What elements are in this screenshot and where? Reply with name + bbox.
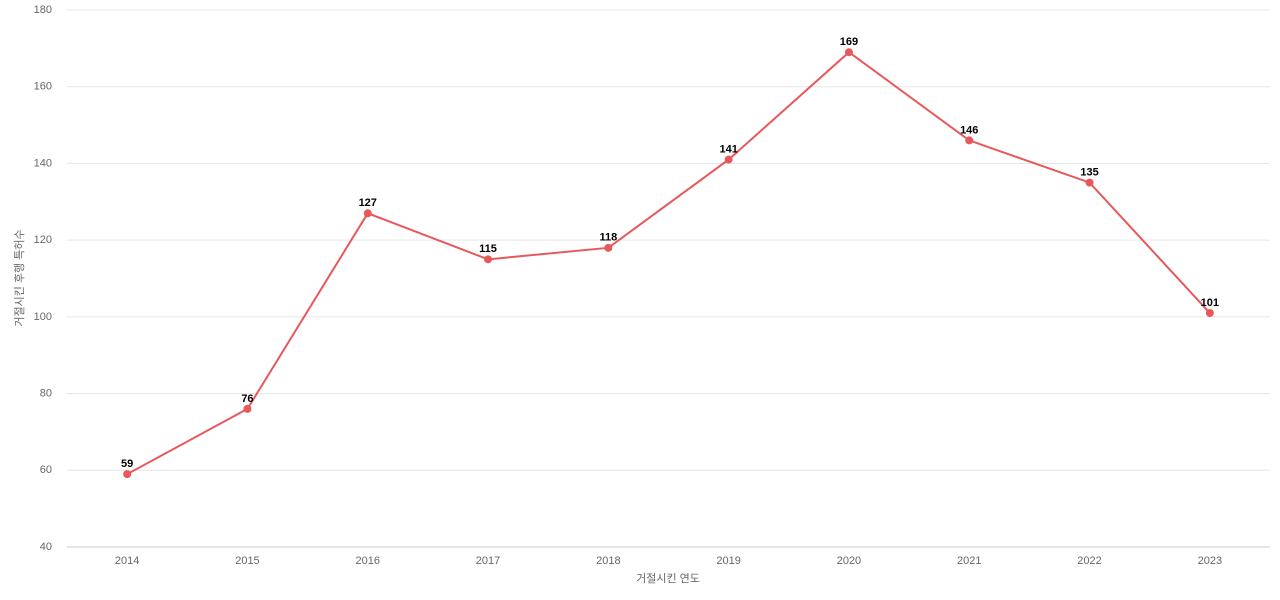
- point: [965, 136, 974, 145]
- x-tick-label: 2014: [115, 555, 139, 567]
- data-label: 135: [1080, 167, 1098, 179]
- point: [243, 404, 252, 413]
- point: [484, 255, 493, 264]
- x-axis-label: 거절시킨 연도: [636, 572, 700, 585]
- y-tick-label: 140: [34, 157, 52, 169]
- data-label: 59: [121, 458, 133, 470]
- point: [604, 243, 613, 252]
- x-tick-label: 2020: [837, 555, 861, 567]
- y-tick-label: 80: [40, 387, 52, 399]
- point: [1085, 178, 1094, 187]
- y-tick-label: 60: [40, 464, 52, 476]
- point: [1205, 309, 1214, 318]
- data-label: 101: [1201, 297, 1219, 309]
- data-label: 169: [840, 36, 858, 48]
- y-tick-label: 160: [34, 81, 52, 93]
- y-tick-label: 40: [40, 541, 52, 553]
- data-label: 76: [241, 393, 253, 405]
- y-tick-label: 120: [34, 234, 52, 246]
- data-label: 127: [359, 197, 377, 209]
- data-label: 141: [719, 143, 737, 155]
- x-tick-label: 2017: [476, 555, 500, 567]
- line: [126, 50, 1211, 476]
- data-label: 146: [960, 124, 978, 136]
- x-tick-label: 2023: [1198, 555, 1222, 567]
- point: [724, 155, 733, 164]
- y-tick-label: 180: [34, 4, 52, 16]
- x-tick-label: 2016: [356, 555, 380, 567]
- y-axis-label: 거절시킨 후행 특허수: [13, 229, 26, 326]
- point: [844, 48, 853, 57]
- x-tick-label: 2021: [957, 555, 981, 567]
- point: [123, 470, 132, 479]
- x-tick-label: 2015: [235, 555, 259, 567]
- data-label: 115: [479, 243, 497, 255]
- point: [363, 209, 372, 218]
- x-tick-label: 2019: [716, 555, 740, 567]
- data-label: 118: [599, 232, 617, 244]
- x-tick-label: 2022: [1077, 555, 1101, 567]
- y-tick-label: 100: [34, 311, 52, 323]
- x-tick-label: 2018: [596, 555, 620, 567]
